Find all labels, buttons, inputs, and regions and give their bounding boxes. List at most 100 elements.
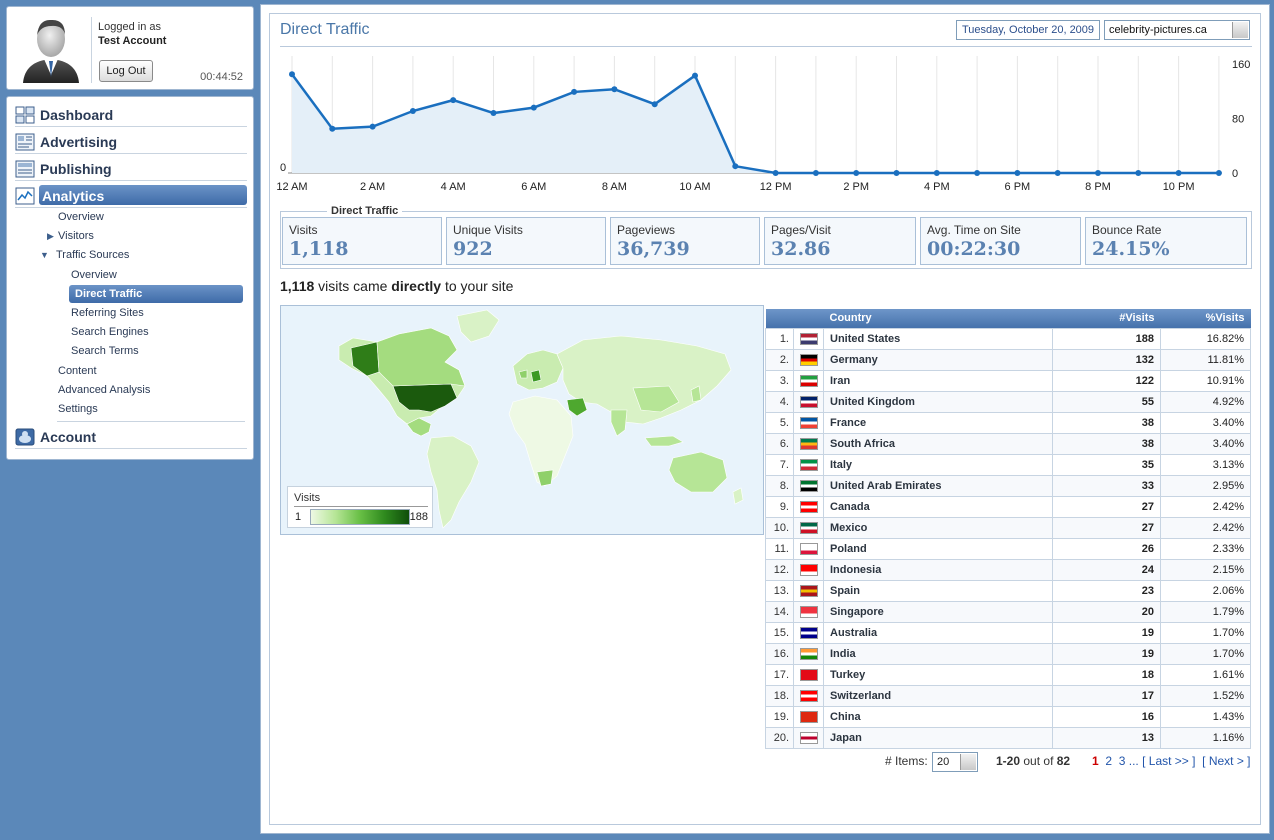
nav-dashboard[interactable]: Dashboard	[15, 103, 247, 127]
pager-ellipsis[interactable]: ...	[1128, 754, 1139, 768]
data-point[interactable]	[853, 170, 860, 176]
table-row[interactable]: 13. Spain 23 2.06%	[765, 579, 1251, 602]
expand-right-icon[interactable]: ▶	[47, 231, 54, 241]
table-row[interactable]: 20. Japan 13 1.16%	[765, 726, 1251, 749]
table-row[interactable]: 11. Poland 26 2.33%	[765, 537, 1251, 560]
data-point[interactable]	[732, 163, 739, 170]
x-tick-label: 6 AM	[521, 181, 546, 193]
data-point[interactable]	[1054, 170, 1061, 176]
nav-settings[interactable]: Settings	[58, 403, 98, 415]
x-tick-label: 6 PM	[1005, 181, 1031, 193]
data-point[interactable]	[450, 97, 457, 104]
data-point[interactable]	[490, 110, 497, 117]
data-point[interactable]	[329, 125, 336, 132]
page-1-link[interactable]: 1	[1092, 754, 1099, 768]
nav-analytics-overview[interactable]: Overview	[58, 211, 104, 223]
data-point[interactable]	[571, 88, 578, 95]
col-visits-header[interactable]: #Visits	[1052, 309, 1161, 328]
row-rank: 3.	[765, 369, 794, 392]
dropdown-arrow-icon[interactable]	[960, 754, 976, 770]
pager-range: 1-20 out of 82	[996, 754, 1070, 768]
row-flag	[793, 726, 824, 749]
data-point[interactable]	[893, 170, 900, 176]
data-point[interactable]	[1095, 170, 1101, 176]
pager-next-link[interactable]: [ Next > ]	[1202, 754, 1251, 768]
nav-search-engines[interactable]: Search Engines	[71, 326, 149, 338]
date-picker[interactable]: Tuesday, October 20, 2009	[956, 20, 1100, 40]
table-row[interactable]: 8. United Arab Emirates 33 2.95%	[765, 474, 1251, 497]
table-row[interactable]: 12. Indonesia 24 2.15%	[765, 558, 1251, 581]
page-2-link[interactable]: 2	[1105, 754, 1113, 768]
table-row[interactable]: 7. Italy 35 3.13%	[765, 453, 1251, 476]
data-point[interactable]	[651, 101, 658, 108]
row-flag	[793, 684, 824, 707]
nav-analytics[interactable]: Analytics	[15, 184, 247, 208]
row-pct: 2.15%	[1160, 558, 1251, 581]
site-select[interactable]: celebrity-pictures.ca	[1104, 20, 1250, 40]
data-point[interactable]	[369, 123, 376, 130]
row-rank: 12.	[765, 558, 794, 581]
data-point[interactable]	[1175, 170, 1182, 176]
nav-content[interactable]: Content	[58, 365, 97, 377]
account-icon	[15, 428, 35, 446]
table-row[interactable]: 17. Turkey 18 1.61%	[765, 663, 1251, 686]
row-rank: 16.	[765, 642, 794, 665]
table-row[interactable]: 14. Singapore 20 1.79%	[765, 600, 1251, 623]
stat-label: Avg. Time on Site	[927, 223, 1021, 237]
nav-traffic-sources[interactable]: Traffic Sources	[56, 249, 130, 261]
table-row[interactable]: 19. China 16 1.43%	[765, 705, 1251, 728]
data-point[interactable]	[1135, 170, 1142, 176]
data-point[interactable]	[530, 104, 537, 111]
table-row[interactable]: 5. France 38 3.40%	[765, 411, 1251, 434]
data-point[interactable]	[409, 108, 416, 115]
x-tick-label: 12 AM	[276, 181, 307, 193]
table-row[interactable]: 15. Australia 19 1.70%	[765, 621, 1251, 644]
data-point[interactable]	[1215, 170, 1222, 176]
nav-ts-overview[interactable]: Overview	[71, 269, 117, 281]
nav-account[interactable]: Account	[15, 425, 247, 449]
data-point[interactable]	[812, 170, 819, 176]
items-per-page-select[interactable]: 20	[932, 752, 978, 772]
data-point[interactable]	[692, 72, 698, 79]
expand-down-icon[interactable]: ▼	[40, 250, 49, 260]
data-point[interactable]	[1014, 170, 1021, 176]
nav-publishing[interactable]: Publishing	[15, 157, 247, 181]
pager-last-link[interactable]: [ Last >> ]	[1142, 754, 1196, 768]
nav-referring-sites[interactable]: Referring Sites	[71, 307, 144, 319]
table-row[interactable]: 9. Canada 27 2.42%	[765, 495, 1251, 518]
row-pct: 1.79%	[1160, 600, 1251, 623]
nav-visitors[interactable]: Visitors	[58, 230, 94, 242]
advertising-icon	[15, 133, 35, 151]
table-row[interactable]: 10. Mexico 27 2.42%	[765, 516, 1251, 539]
nav-direct-traffic[interactable]: Direct Traffic	[69, 285, 243, 303]
page-3-link[interactable]: 3	[1118, 754, 1126, 768]
logout-button[interactable]: Log Out	[99, 60, 153, 82]
col-country-header[interactable]: Country	[823, 309, 1053, 328]
nav-advanced-analysis[interactable]: Advanced Analysis	[58, 384, 151, 396]
dropdown-arrow-icon[interactable]	[1232, 22, 1248, 38]
nav-search-terms[interactable]: Search Terms	[71, 345, 139, 357]
data-point[interactable]	[289, 71, 295, 78]
data-point[interactable]	[933, 170, 940, 176]
row-country: Poland	[823, 537, 1053, 560]
table-row[interactable]: 3. Iran 122 10.91%	[765, 369, 1251, 392]
table-row[interactable]: 18. Switzerland 17 1.52%	[765, 684, 1251, 707]
table-row[interactable]: 2. Germany 132 11.81%	[765, 348, 1251, 371]
world-map[interactable]: Visits 1 188	[280, 305, 764, 535]
series-line	[290, 73, 1219, 175]
row-flag	[793, 537, 824, 560]
table-row[interactable]: 6. South Africa 38 3.40%	[765, 432, 1251, 455]
data-point[interactable]	[772, 170, 779, 176]
nav-advertising[interactable]: Advertising	[15, 130, 247, 154]
row-pct: 3.13%	[1160, 453, 1251, 476]
x-tick-label: 2 PM	[843, 181, 869, 193]
table-row[interactable]: 1. United States 188 16.82%	[765, 327, 1251, 350]
data-point[interactable]	[974, 170, 981, 176]
col-pct-header[interactable]: %Visits	[1160, 309, 1251, 328]
row-pct: 2.33%	[1160, 537, 1251, 560]
session-timer: 00:44:52	[200, 71, 243, 83]
table-row[interactable]: 4. United Kingdom 55 4.92%	[765, 390, 1251, 413]
stat-value: 32.86	[771, 238, 831, 260]
table-row[interactable]: 16. India 19 1.70%	[765, 642, 1251, 665]
data-point[interactable]	[611, 86, 618, 93]
